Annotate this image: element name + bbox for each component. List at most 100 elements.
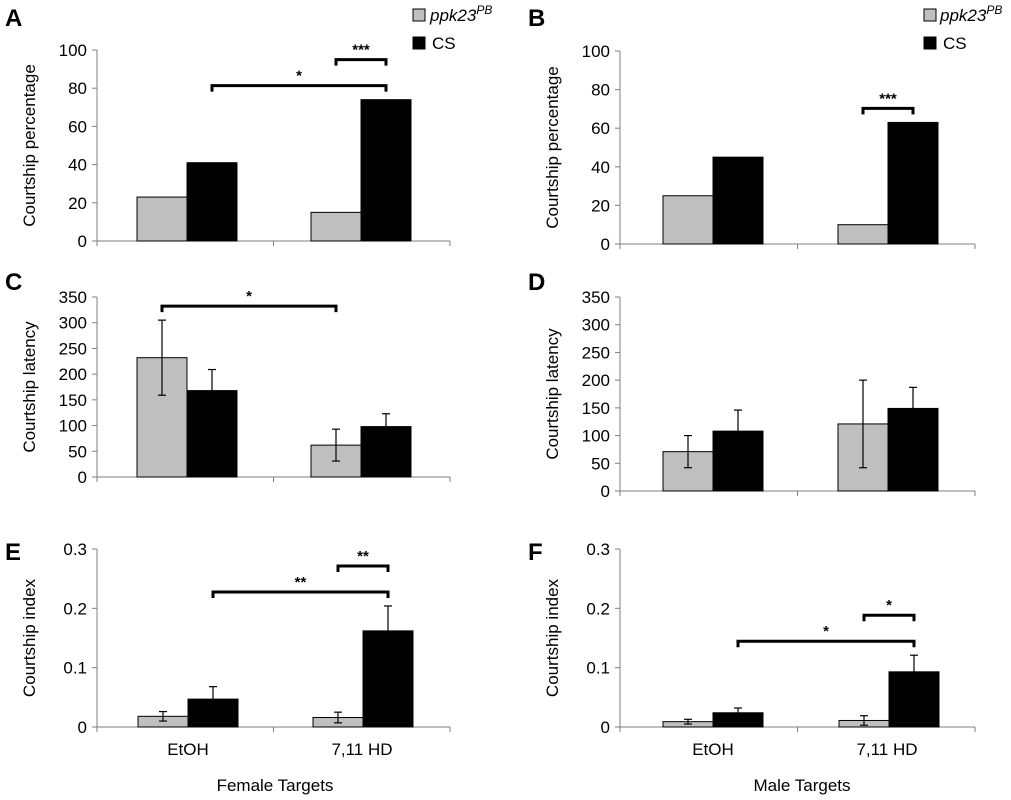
legend-label-cs: CS (432, 34, 456, 53)
significance-label: ** (295, 574, 307, 591)
y-tick-label: 350 (582, 288, 610, 307)
bar-cs-etoh (186, 162, 238, 242)
y-tick-label: 0.2 (586, 599, 610, 618)
y-tick-label: 60 (591, 119, 610, 138)
y-tick-label: 0.3 (586, 540, 610, 559)
y-tick-label: 0.2 (63, 599, 87, 618)
y-tick-label: 150 (582, 399, 610, 418)
category-label-left-711hd: 7,11 HD (331, 740, 392, 759)
y-tick-label: 150 (59, 391, 87, 410)
legend-series-a-superscript: PB (986, 3, 1002, 17)
error-bar (209, 686, 217, 713)
legend-swatch-cs (412, 36, 426, 50)
legend-swatch-ppk23pb (412, 8, 426, 22)
significance-label: * (246, 288, 252, 305)
significance-bracket: * (160, 288, 338, 313)
legend-series-a-text: ppk23 (939, 6, 987, 25)
y-tick-label: 50 (68, 442, 87, 461)
significance-bracket: * (210, 68, 388, 92)
y-tick-label: 0 (78, 718, 87, 737)
x-axis-title-female-targets: Female Targets (217, 776, 334, 795)
y-tick-label: 80 (68, 79, 87, 98)
bar-cs-711hd (360, 99, 412, 242)
y-axis-label: Courtship percentage (543, 66, 562, 229)
significance-bracket: * (862, 597, 916, 622)
legend-swatch-cs (923, 36, 937, 50)
error-bar (684, 718, 692, 725)
legend-label-ppk23pb: ppk23PB (429, 3, 492, 25)
y-tick-label: 0.1 (586, 659, 610, 678)
y-tick-label: 20 (591, 196, 610, 215)
panel-letter-e: E (5, 539, 21, 566)
y-tick-label: 0 (601, 482, 610, 501)
significance-bracket: *** (861, 90, 915, 115)
y-tick-label: 250 (59, 339, 87, 358)
panel-letter-c: C (5, 269, 22, 296)
y-tick-label: 300 (582, 316, 610, 335)
y-tick-label: 200 (582, 371, 610, 390)
bar-ppk23pb-711hd (310, 211, 362, 242)
error-bar (860, 715, 868, 726)
error-bar (208, 368, 216, 413)
error-bar (332, 428, 340, 462)
error-bar (158, 319, 166, 396)
legend-label-ppk23pb: ppk23PB (939, 3, 1002, 25)
y-tick-label: 60 (68, 117, 87, 136)
legend-swatch-ppk23pb (923, 8, 937, 22)
error-bar (734, 707, 742, 719)
y-tick-label: 250 (582, 343, 610, 362)
y-tick-label: 0 (601, 718, 610, 737)
category-label-right-etoh: EtOH (692, 740, 734, 759)
y-tick-label: 100 (582, 427, 610, 446)
error-bar (909, 386, 917, 431)
panel-c: 0 50 100 150 200 250 300 350 Courtship latency * (20, 288, 451, 487)
y-tick-label: 40 (68, 156, 87, 175)
y-axis-label: Courtship index (20, 578, 39, 697)
panel-b: 0 20 40 60 80 100 Courtship percentage *** (543, 42, 976, 254)
y-tick-label: 350 (59, 288, 87, 307)
error-bar (734, 409, 742, 453)
y-tick-label: 0 (601, 235, 610, 254)
error-bar (159, 710, 167, 722)
panel-d: 0 50 100 150 200 250 300 350 Courtship latency (543, 288, 976, 501)
significance-bracket: *** (334, 42, 388, 66)
significance-label: * (296, 68, 302, 85)
category-label-right-711hd: 7,11 HD (856, 740, 917, 759)
x-axis-title-male-targets: Male Targets (753, 776, 850, 795)
y-tick-label: 300 (59, 314, 87, 333)
significance-bracket: ** (336, 548, 390, 572)
y-tick-label: 20 (68, 194, 87, 213)
panel-letter-f: F (528, 539, 543, 566)
category-label-left-etoh: EtOH (167, 740, 209, 759)
y-tick-label: 200 (59, 365, 87, 384)
bar-cs-711hd (887, 121, 939, 245)
y-tick-label: 100 (59, 41, 87, 60)
bar-cs-etoh (712, 156, 764, 245)
y-tick-label: 100 (59, 417, 87, 436)
error-bar (382, 413, 390, 441)
y-axis-label: Courtship percentage (20, 64, 39, 227)
y-tick-label: 0 (78, 232, 87, 251)
y-axis-label: Courtship latency (20, 321, 39, 453)
y-tick-label: 0 (78, 468, 87, 487)
panel-letter-d: D (528, 269, 545, 296)
panel-letter-b: B (528, 5, 545, 32)
significance-label: * (823, 623, 829, 640)
significance-label: * (886, 597, 892, 614)
y-axis-label: Courtship latency (543, 328, 562, 460)
error-bar (859, 379, 867, 469)
panel-letter-a: A (5, 5, 22, 32)
significance-bracket: * (736, 623, 916, 648)
significance-label: *** (879, 90, 897, 107)
y-tick-label: 50 (591, 454, 610, 473)
legend-right: ppk23PB CS (923, 3, 1002, 53)
significance-label: ** (357, 548, 369, 565)
error-bar (684, 434, 692, 469)
y-tick-label: 100 (582, 42, 610, 61)
panel-f: 0 0.1 0.2 0.3 Courtship index * * (543, 540, 976, 737)
significance-label: *** (352, 42, 370, 59)
legend-series-a-superscript: PB (476, 3, 492, 17)
